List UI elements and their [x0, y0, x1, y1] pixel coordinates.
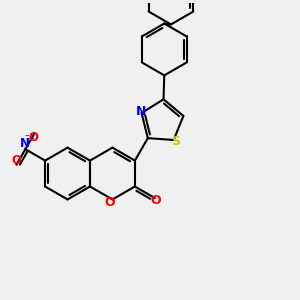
Text: N: N	[136, 105, 146, 118]
Text: +: +	[27, 134, 34, 143]
Text: O: O	[11, 154, 21, 167]
Text: N: N	[20, 137, 30, 150]
Text: O: O	[104, 196, 115, 209]
Text: -: -	[25, 129, 29, 142]
Text: O: O	[150, 194, 161, 207]
Text: S: S	[171, 135, 180, 148]
Text: O: O	[28, 131, 39, 144]
